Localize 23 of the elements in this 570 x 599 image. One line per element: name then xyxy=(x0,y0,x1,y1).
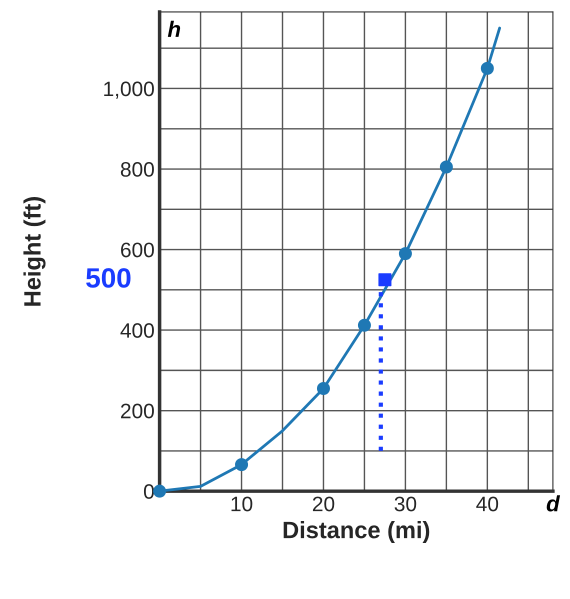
y-tick-label: 400 xyxy=(120,323,154,338)
x-tick-label: 20 xyxy=(312,496,334,512)
y-tick-label: 0 xyxy=(144,484,154,499)
text: 500 xyxy=(86,268,131,288)
point xyxy=(378,273,392,286)
y-tick-label: 1,000 xyxy=(104,81,154,99)
point xyxy=(398,247,412,260)
x-tick-label: 40 xyxy=(476,496,498,512)
point xyxy=(358,318,371,332)
x-tick-label: 30 xyxy=(394,496,416,512)
x-tick-label: 10 xyxy=(232,496,252,512)
y-tick-label: 800 xyxy=(120,162,154,177)
point xyxy=(480,62,494,75)
x-axis-title: Distance (mi) xyxy=(284,521,430,544)
point xyxy=(316,382,330,395)
y-tick-label: 200 xyxy=(121,404,154,418)
text: d xyxy=(546,495,560,512)
point xyxy=(153,484,166,498)
y-tick-label: 600 xyxy=(121,242,154,258)
y-axis-title: Height (ft) xyxy=(23,197,46,306)
annotation: h xyxy=(168,20,180,37)
point xyxy=(235,458,248,472)
point xyxy=(440,160,453,174)
